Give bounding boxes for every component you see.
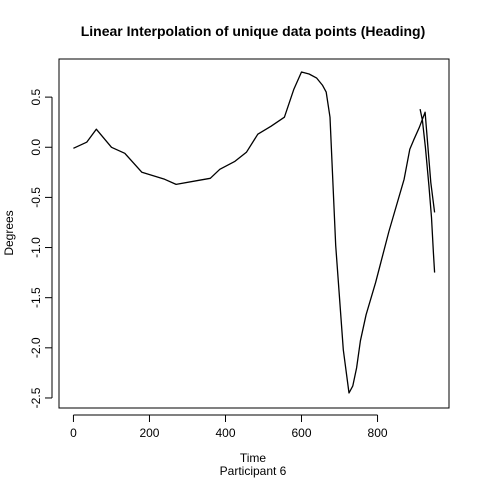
y-tick-label: -2.0 — [29, 337, 43, 358]
x-tick-label: 600 — [291, 426, 311, 440]
y-tick-label: -2.5 — [29, 387, 43, 408]
x-axis-label: Time — [240, 451, 267, 465]
x-tick-label: 200 — [139, 426, 159, 440]
x-tick-label: 0 — [70, 426, 77, 440]
y-axis: -2.5 -2.0 -1.5 -1.0 -0.5 0.0 0.5 — [29, 88, 53, 408]
heading-line-1 — [73, 71, 436, 394]
x-tick-label: 800 — [368, 426, 388, 440]
y-axis-label: Degrees — [2, 210, 16, 255]
y-tick-label: -1.0 — [29, 237, 43, 258]
y-tick-label: -0.5 — [29, 187, 43, 208]
y-tick-label: 0.5 — [29, 88, 43, 105]
plot-frame — [58, 58, 450, 409]
y-tick-label: 0.0 — [29, 139, 43, 156]
y-tick-label: -1.5 — [29, 287, 43, 308]
x-axis-sublabel: Participant 6 — [220, 464, 287, 478]
x-axis: 0 200 400 600 800 — [70, 414, 388, 440]
heading-line-2 — [419, 108, 436, 273]
x-tick-label: 400 — [215, 426, 235, 440]
series-layer — [73, 71, 436, 394]
chart-title: Linear Interpolation of unique data poin… — [81, 23, 426, 39]
